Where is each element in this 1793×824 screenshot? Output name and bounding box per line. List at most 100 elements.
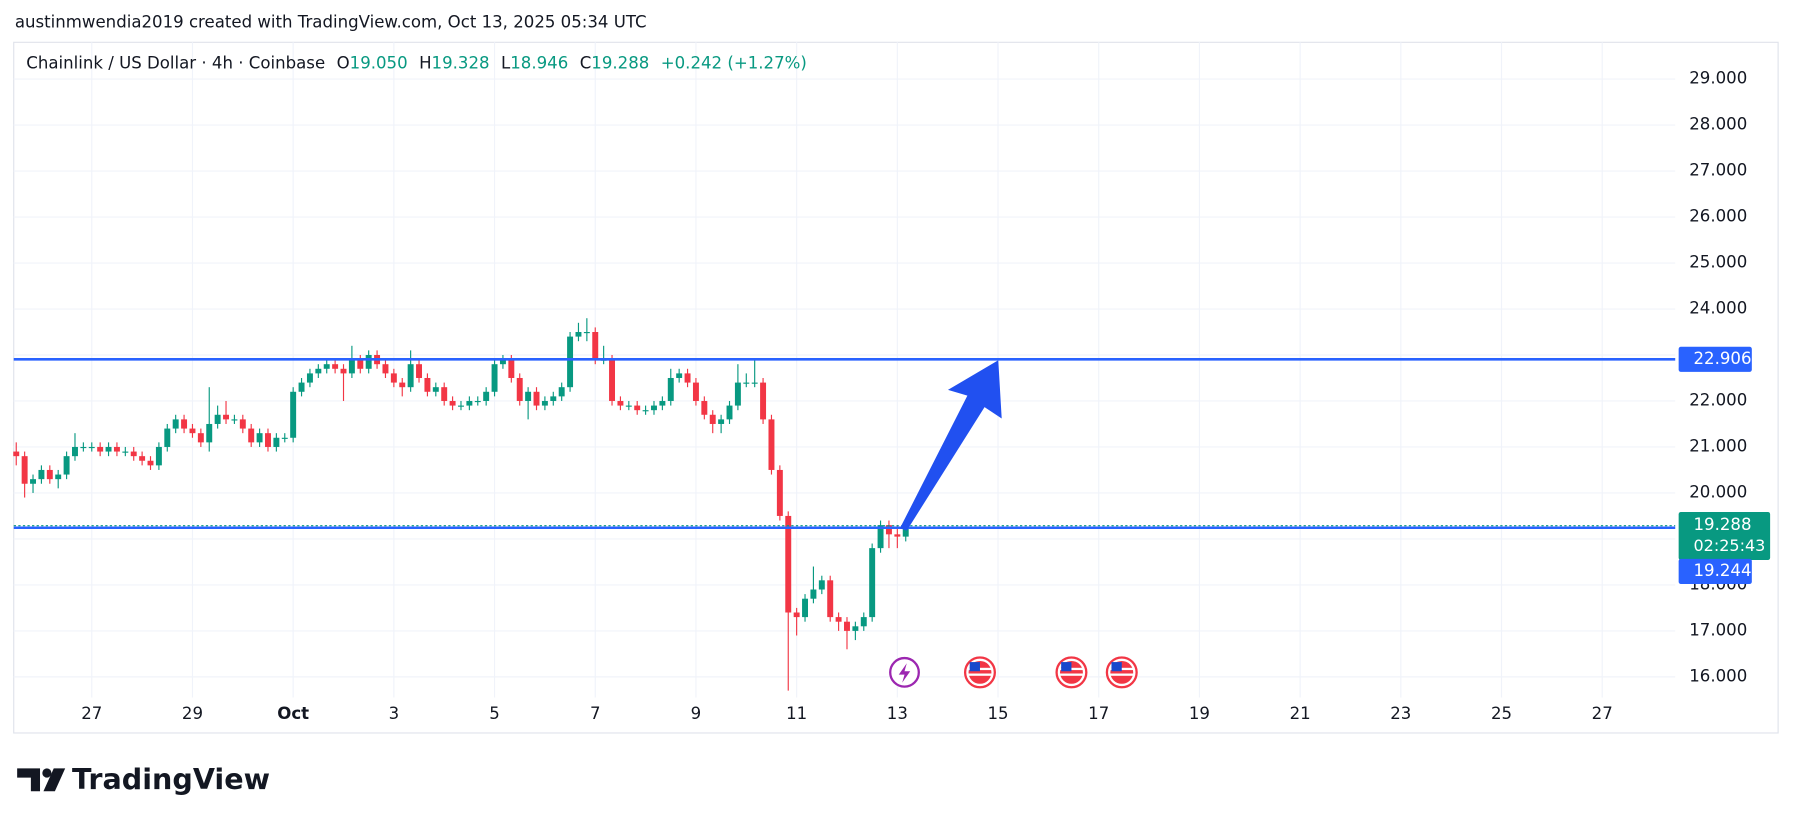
brand-logo [42,768,52,778]
candle-body [709,414,716,424]
y-tick-label: 24.000 [1689,299,1747,318]
legend-value: 19.050 [350,54,408,73]
candle-body [382,364,389,374]
candle-body [441,387,448,401]
candle-body [541,400,548,406]
candle-body [902,525,909,537]
candle-body [206,423,213,443]
candle-body [30,479,36,484]
candle-body [835,617,842,622]
candle-body [567,336,574,388]
candles [13,318,1676,691]
countdown-label: 02:25:43 [1694,536,1766,555]
candle-body [869,548,876,618]
brand-name: TradingView [72,762,270,796]
candle-body [718,419,725,424]
candle-body [298,382,305,392]
candle-body [491,364,498,392]
legend-value: 19.328 [432,54,490,73]
candle-body [651,405,657,411]
brand: TradingView [17,762,270,796]
us-flag-icon [1055,656,1088,689]
x-tick-label: 27 [1592,704,1613,723]
candle-body [793,612,800,618]
candle-body [88,446,95,449]
candle-body [365,354,372,369]
legend-value: 19.288 [591,54,649,73]
y-tick-label: 16.000 [1689,666,1747,685]
candle-body [818,580,825,590]
candle-body [508,359,515,378]
x-tick-label: 27 [81,704,102,723]
y-tick-label: 22.000 [1689,390,1747,409]
candle-body [265,433,271,447]
x-tick-label: 11 [786,704,807,723]
candle-body [827,580,834,618]
y-tick-label: 27.000 [1689,161,1747,180]
hline-tag [1678,558,1752,585]
candle-body [348,359,355,374]
candle-body [55,474,62,480]
candle-body [172,419,179,429]
x-tick-label: 19 [1189,704,1210,723]
candle-body [659,400,666,406]
arrow-annotation [899,360,1002,531]
candle-body [407,364,414,388]
x-tick-label: 17 [1088,704,1109,723]
hline-label: 19.244 [1694,561,1752,580]
candle-body [139,456,146,461]
candle-body [768,419,775,470]
x-tick-label: 23 [1390,704,1411,723]
candle-body [684,373,691,383]
candle-body [340,368,347,374]
candle-body [214,414,221,424]
hline-tag [1678,346,1752,372]
candle-body [609,359,616,401]
legend-key: H [419,54,431,73]
candle-body [122,451,129,453]
candle-body [776,469,783,516]
candle-body [734,382,741,406]
x-tick-label: 5 [489,704,500,723]
candle-body [852,626,859,631]
candle-body [315,368,322,374]
candle-body [130,451,137,457]
candle-body [13,451,20,457]
x-tick-label: 9 [691,704,702,723]
candle-body [432,387,439,392]
candle-body [239,419,246,429]
candle-body [155,446,162,466]
candle-body [533,391,540,406]
y-tick-label: 29.000 [1689,69,1747,88]
candle-body [80,446,87,449]
y-tick-label: 20.000 [1689,482,1747,501]
candle-body [760,382,767,420]
candle-body [113,446,120,452]
candle-body [197,433,204,443]
candle-body [248,428,255,443]
candle-body [147,460,154,466]
candle-body [466,400,473,406]
y-tick-label: 21.000 [1689,436,1747,455]
y-tick-label: 17.000 [1689,620,1747,639]
last-price-label: 19.288 [1694,515,1752,534]
y-tick-label: 26.000 [1689,207,1747,226]
candle-body [692,382,699,401]
event-icon [898,663,911,683]
candle-body [550,396,557,401]
legend-value: 18.946 [510,54,568,73]
candle-body [877,525,884,549]
candle-body [667,377,674,401]
us-flag-icon [963,656,996,689]
candle-body [583,332,590,334]
candle-body [231,419,238,421]
candle-body [516,377,523,401]
x-tick-label: 25 [1491,704,1512,723]
candle-body [357,359,364,369]
candle-body [885,525,892,535]
brand-logo [43,768,66,792]
legend-key: O [337,54,350,73]
candle-body [323,364,330,369]
